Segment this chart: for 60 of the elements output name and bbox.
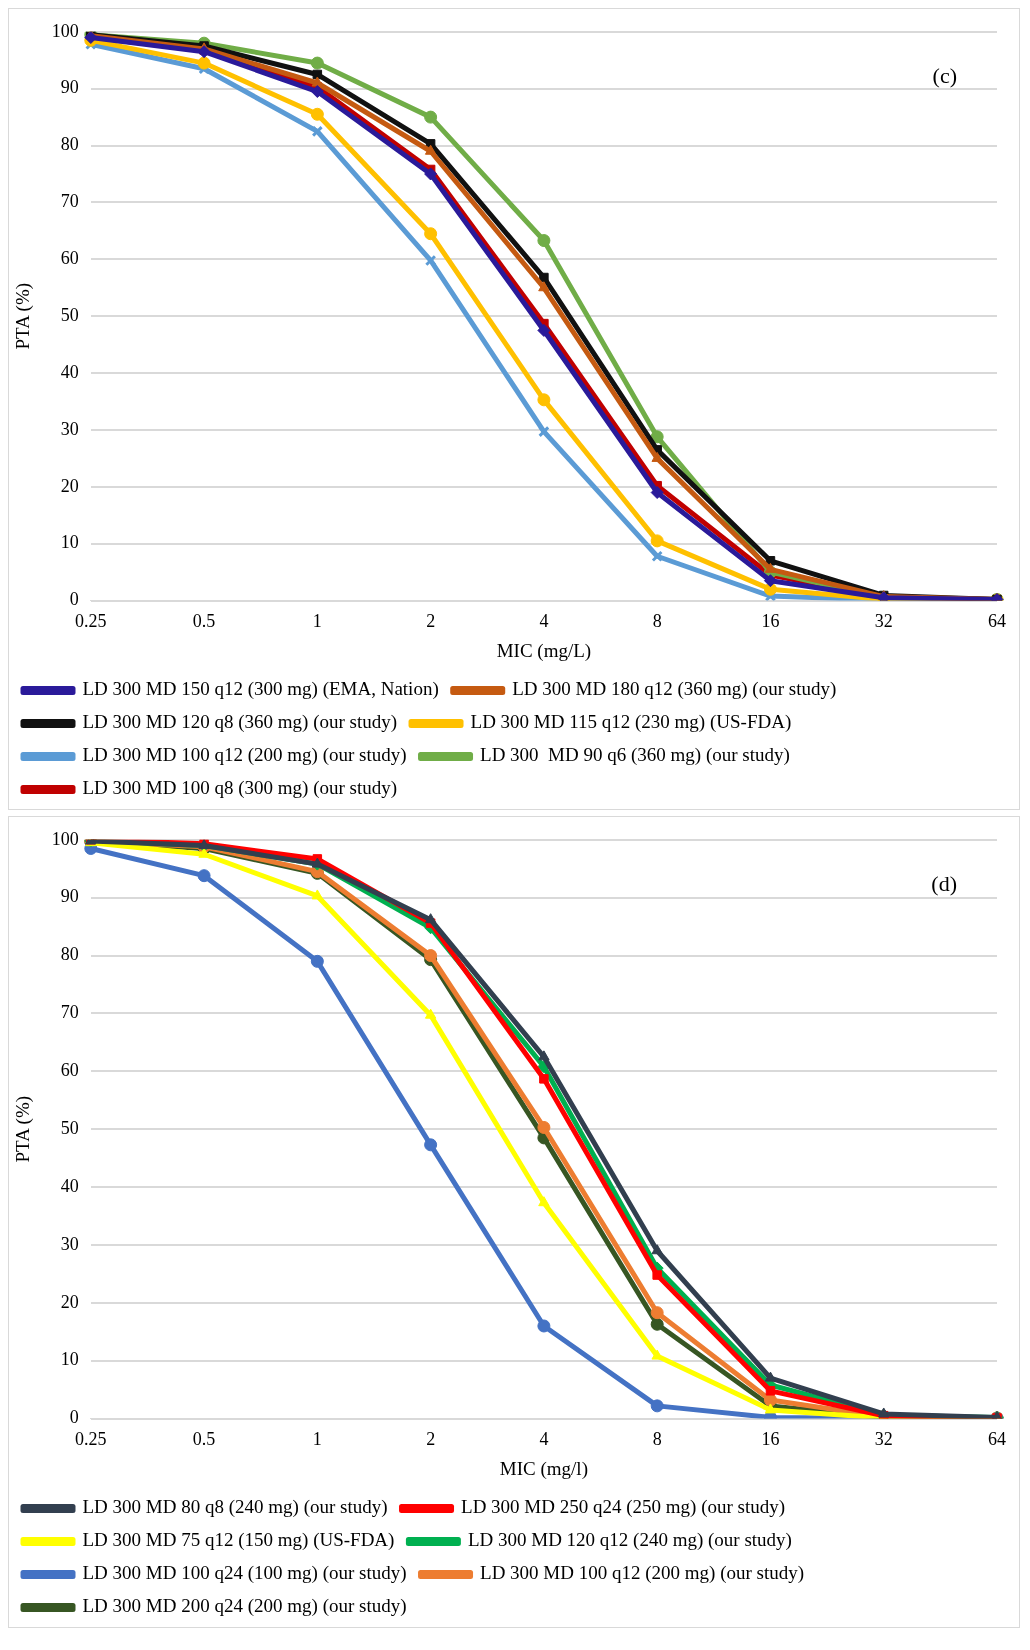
y-tick-label: 0 [69, 589, 79, 610]
x-tick-label: 2 [426, 1429, 436, 1450]
legend-label: LD 300 MD 100 q12 (200 mg) (our study) [82, 744, 407, 767]
legend-label: LD 300 MD 120 q8 (360 mg) (our study) [82, 711, 398, 734]
x-tick-label: 16 [761, 611, 780, 632]
y-tick-label: 40 [60, 1175, 79, 1196]
x-tick-label: 0.5 [192, 611, 216, 632]
y-tick-label: 40 [60, 361, 79, 382]
legend-label: LD 300 MD 90 q6 (360 mg) (our study) [480, 744, 790, 767]
legend-label: LD 300 MD 250 q24 (250 mg) (our study) [461, 1496, 786, 1519]
y-tick-label: 20 [60, 1291, 79, 1312]
legend-label: LD 300 MD 180 q12 (360 mg) (our study) [512, 678, 837, 701]
y-tick-label: 30 [60, 418, 79, 439]
x-tick-label: 1 [312, 611, 322, 632]
x-axis-title: MIC (mg/L) [496, 639, 592, 662]
y-tick-label: 80 [60, 944, 79, 965]
legend-label: LD 300 MD 100 q8 (300 mg) (our study) [82, 777, 398, 800]
y-tick-label: 90 [60, 77, 79, 98]
x-tick-label: 32 [874, 611, 893, 632]
y-tick-label: 50 [60, 1117, 79, 1138]
x-tick-label: 64 [988, 611, 1006, 632]
y-tick-label: 10 [60, 1349, 79, 1370]
y-tick-label: 100 [51, 20, 79, 41]
x-tick-label: 8 [652, 611, 662, 632]
annotation: (c) [932, 62, 957, 88]
x-tick-label: 0.25 [75, 611, 107, 632]
x-tick-label: 1 [312, 1429, 322, 1450]
y-tick-label: 10 [60, 532, 79, 553]
x-tick-label: 64 [988, 1429, 1006, 1450]
x-tick-label: 4 [539, 611, 549, 632]
y-tick-label: 0 [69, 1407, 79, 1428]
y-tick-label: 100 [51, 828, 79, 849]
x-tick-label: 8 [652, 1429, 662, 1450]
y-tick-label: 60 [60, 248, 79, 269]
x-tick-label: 16 [761, 1429, 780, 1450]
x-tick-label: 0.25 [75, 1429, 107, 1450]
y-tick-label: 90 [60, 886, 79, 907]
annotation: (d) [931, 870, 957, 896]
y-tick-label: 20 [60, 475, 79, 496]
x-tick-label: 32 [874, 1429, 893, 1450]
legend-label: LD 300 MD 120 q12 (240 mg) (our study) [467, 1529, 792, 1552]
legend-label: LD 300 MD 100 q12 (200 mg) (our study) [480, 1562, 805, 1585]
legend-label: LD 300 MD 150 q12 (300 mg) (EMA, Nation) [82, 678, 439, 701]
legend-label: LD 300 MD 200 q24 (200 mg) (our study) [82, 1595, 407, 1618]
y-tick-label: 70 [60, 1002, 79, 1023]
legend-label: LD 300 MD 75 q12 (150 mg) (US-FDA) [82, 1529, 395, 1552]
y-tick-label: 30 [60, 1233, 79, 1254]
x-tick-label: 0.5 [192, 1429, 216, 1450]
y-axis-title: PTA (%) [12, 1095, 35, 1163]
x-tick-label: 4 [539, 1429, 549, 1450]
y-tick-label: 60 [60, 1060, 79, 1081]
x-axis-title: MIC (mg/l) [499, 1457, 588, 1480]
x-tick-label: 2 [426, 611, 436, 632]
legend-label: LD 300 MD 115 q12 (230 mg) (US-FDA) [470, 711, 792, 734]
legend-label: LD 300 MD 100 q24 (100 mg) (our study) [82, 1562, 407, 1585]
y-axis-title: PTA (%) [12, 282, 35, 350]
y-tick-label: 80 [60, 134, 79, 155]
y-tick-label: 70 [60, 191, 79, 212]
legend-label: LD 300 MD 80 q8 (240 mg) (our study) [82, 1496, 388, 1519]
y-tick-label: 50 [60, 304, 79, 325]
